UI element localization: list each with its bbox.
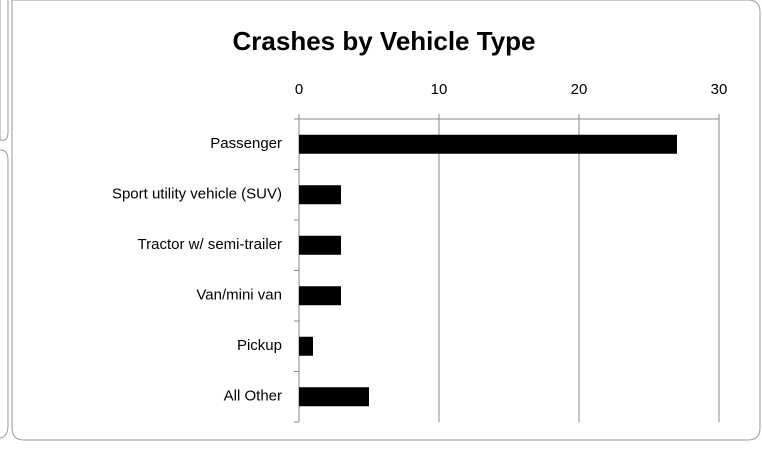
y-tick-label: Van/mini van xyxy=(196,287,282,304)
y-tick-label: Tractor w/ semi-trailer xyxy=(138,236,282,253)
chart-frame xyxy=(11,0,761,441)
chart-title: Crashes by Vehicle Type xyxy=(233,26,536,56)
side-panel xyxy=(0,149,9,439)
bar xyxy=(299,185,341,205)
x-tick-label: 10 xyxy=(431,81,448,98)
x-tick-label: 20 xyxy=(571,81,588,98)
y-tick-label: Passenger xyxy=(210,135,282,152)
x-tick-label: 30 xyxy=(711,81,728,98)
y-tick-label: Pickup xyxy=(237,337,282,354)
side-panel xyxy=(0,0,9,141)
y-tick-label: Sport utility vehicle (SUV) xyxy=(112,186,282,203)
bar xyxy=(299,336,313,356)
bar xyxy=(299,134,677,154)
x-tick-label: 0 xyxy=(295,81,303,98)
bar xyxy=(299,235,341,255)
bar xyxy=(299,286,341,306)
bar xyxy=(299,387,369,407)
y-tick-label: All Other xyxy=(224,388,282,405)
